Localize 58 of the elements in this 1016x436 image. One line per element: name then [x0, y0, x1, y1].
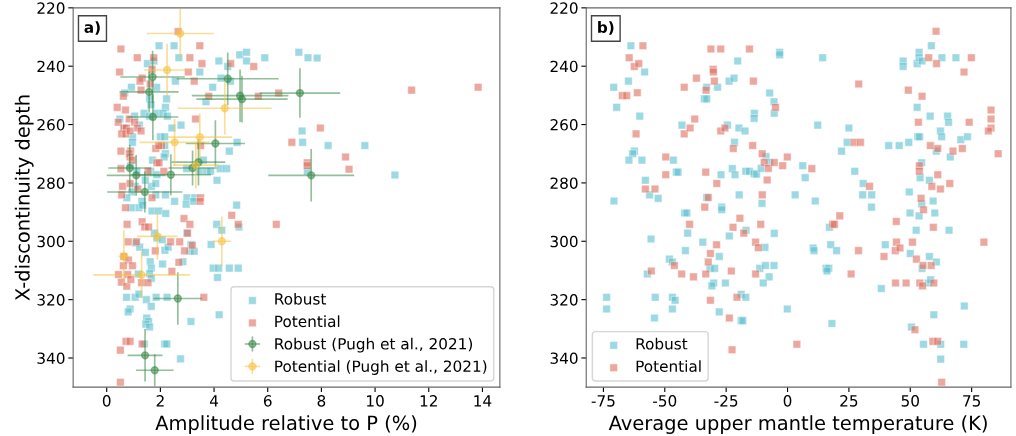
- x-tick-label: 12: [420, 395, 437, 407]
- x-tick-label: 0: [783, 395, 792, 407]
- point: [148, 72, 157, 82]
- point: [150, 366, 159, 375]
- y-tick-label: 320: [37, 294, 65, 306]
- point: [211, 139, 220, 148]
- x-tick-label: 8: [317, 395, 326, 407]
- legend-label: Robust (Pugh et al., 2021): [275, 337, 473, 353]
- point: [195, 132, 204, 142]
- y-tick-label: 220: [550, 2, 578, 14]
- point: [166, 170, 176, 179]
- y-tick-label: 240: [37, 60, 65, 73]
- legend-label: Potential: [275, 315, 340, 328]
- point: [132, 171, 141, 180]
- x-tick-label: 25: [840, 395, 858, 407]
- y-tick-label: 240: [550, 60, 578, 73]
- x-tick-label: 4: [209, 395, 219, 407]
- x-tick-label: 2: [156, 395, 164, 407]
- y-tick-label: 300: [550, 235, 578, 248]
- point: [217, 237, 227, 246]
- y-tick-label: 260: [37, 119, 65, 131]
- x-tick-label: 6: [263, 395, 272, 407]
- point: [307, 171, 316, 180]
- legend-label: Potential (Pugh et al., 2021): [275, 360, 487, 375]
- y-axis-title: X-discontinuity depth: [14, 95, 34, 301]
- y-tick-label: 260: [550, 119, 578, 131]
- x-axis-title: Amplitude relative to P (%): [155, 415, 417, 434]
- point: [220, 104, 229, 113]
- x-tick-label: 75: [963, 395, 981, 407]
- point: [170, 138, 179, 147]
- legend-label: Robust: [636, 337, 688, 350]
- point: [162, 65, 172, 75]
- y-tick-label: 220: [37, 2, 65, 14]
- point: [173, 294, 182, 303]
- annotation: b): [598, 21, 614, 35]
- point: [140, 187, 149, 197]
- point: [144, 87, 154, 97]
- y-tick-label: 340: [550, 352, 578, 365]
- annotation: a): [84, 21, 100, 35]
- x-axis-title: Average upper mantle temperature (K): [608, 415, 987, 434]
- x-tick-label: 10: [367, 395, 384, 407]
- point: [237, 95, 247, 104]
- y-tick-label: 340: [37, 352, 65, 365]
- y-tick-label: 280: [37, 177, 65, 189]
- y-tick-label: 320: [550, 294, 578, 306]
- legend-label: Potential: [636, 360, 701, 372]
- point: [295, 88, 305, 98]
- x-tick-label: 14: [474, 395, 492, 407]
- point: [148, 112, 158, 122]
- x-tick-label: -50: [653, 395, 677, 407]
- point: [140, 351, 150, 360]
- x-tick-label: -75: [591, 395, 615, 407]
- y-tick-label: 280: [550, 177, 578, 189]
- legend-label: Robust: [275, 292, 327, 305]
- x-tick-label: -25: [714, 395, 738, 407]
- x-tick-label: 50: [901, 395, 919, 407]
- y-tick-label: 300: [37, 235, 65, 248]
- x-tick-label: 0: [102, 395, 111, 407]
